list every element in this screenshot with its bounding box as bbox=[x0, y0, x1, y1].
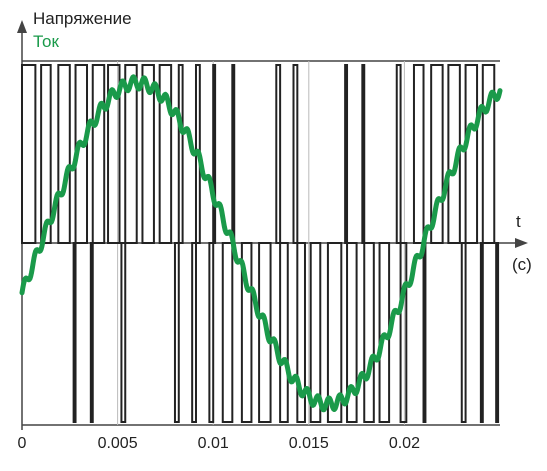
x-tick-label: 0.005 bbox=[98, 435, 138, 452]
x-tick-labels: 0 0.005 0.01 0.015 0.02 bbox=[18, 435, 421, 452]
voltage-axis-label: Напряжение bbox=[33, 9, 132, 28]
voltage-pulse bbox=[158, 64, 173, 244]
voltage-pulse bbox=[258, 242, 272, 423]
voltage-pulse bbox=[279, 242, 289, 423]
voltage-pulse bbox=[292, 64, 299, 244]
voltage-pulse bbox=[479, 242, 484, 423]
voltage-pulse bbox=[361, 64, 366, 244]
voltage-pulse bbox=[464, 64, 479, 244]
voltage-pulse bbox=[57, 64, 71, 244]
x-axis-arrow bbox=[515, 238, 528, 248]
voltage-pulse bbox=[120, 242, 127, 423]
voltage-pulse bbox=[72, 242, 77, 423]
x-tick-label: 0 bbox=[18, 435, 27, 452]
voltage-pulse bbox=[141, 64, 155, 244]
voltage-pulse bbox=[309, 242, 322, 423]
voltage-pulse bbox=[240, 242, 253, 423]
x-tick-label: 0.01 bbox=[198, 435, 229, 452]
voltage-pulse bbox=[124, 64, 138, 244]
voltage-pulse bbox=[208, 242, 215, 423]
voltage-pulse bbox=[326, 242, 343, 423]
voltage-pulse bbox=[422, 242, 427, 423]
voltage-pulse bbox=[412, 64, 425, 244]
voltage-pulse bbox=[363, 242, 375, 423]
x-axis-unit: (c) bbox=[512, 255, 532, 274]
y-axis-arrow bbox=[17, 20, 27, 33]
voltage-series bbox=[21, 64, 500, 423]
voltage-pulse bbox=[89, 242, 94, 423]
voltage-pulse bbox=[177, 64, 184, 244]
voltage-pulse bbox=[430, 64, 444, 244]
voltage-pulse bbox=[21, 64, 37, 244]
current-series bbox=[19, 74, 503, 413]
voltage-pulse bbox=[173, 242, 180, 423]
voltage-pulse bbox=[481, 64, 496, 244]
voltage-pulse bbox=[107, 64, 121, 244]
voltage-pulse bbox=[395, 64, 402, 244]
current-axis-label: Ток bbox=[33, 32, 60, 51]
voltage-pulse bbox=[231, 64, 236, 244]
voltage-pulse bbox=[221, 242, 234, 423]
voltage-pulse bbox=[495, 242, 500, 423]
voltage-pulse bbox=[344, 64, 349, 244]
voltage-pulse bbox=[399, 242, 408, 423]
voltage-pulse bbox=[346, 242, 358, 423]
voltage-pulse bbox=[191, 242, 197, 423]
x-axis-label: t bbox=[516, 212, 521, 231]
x-tick-label: 0.015 bbox=[289, 435, 329, 452]
voltage-pulse bbox=[275, 64, 282, 244]
voltage-pulse bbox=[460, 242, 467, 423]
voltage-pulse bbox=[296, 242, 306, 423]
x-tick-label: 0.02 bbox=[389, 435, 420, 452]
voltage-pulse bbox=[212, 64, 217, 244]
voltage-pulse bbox=[40, 64, 52, 244]
voltage-pulse bbox=[91, 64, 106, 244]
